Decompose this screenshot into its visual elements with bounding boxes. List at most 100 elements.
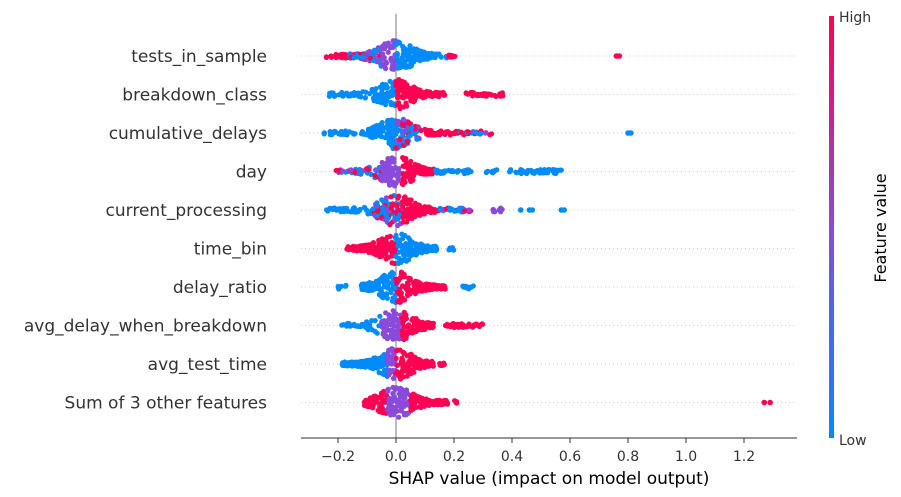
shap-dot — [551, 167, 558, 173]
shap-dot — [362, 95, 368, 101]
shap-dot — [383, 195, 389, 201]
shap-dot — [377, 313, 383, 319]
shap-dot — [404, 139, 410, 145]
shap-dot — [348, 167, 354, 173]
shap-dot — [404, 287, 410, 293]
shap-dot — [423, 358, 429, 364]
shap-dot — [381, 242, 387, 248]
shap-dot — [427, 400, 433, 406]
shap-dot — [346, 93, 352, 99]
shap-dot — [412, 290, 418, 296]
shap-dot — [358, 55, 364, 61]
shap-dot — [342, 362, 348, 369]
shap-dot — [408, 178, 414, 184]
colorbar — [829, 16, 834, 438]
shap-dot — [406, 200, 412, 206]
shap-dot — [441, 401, 448, 407]
shap-dot — [384, 85, 390, 91]
shap-dot — [435, 90, 441, 96]
shap-dot — [370, 363, 376, 369]
shap-dot — [383, 251, 389, 257]
shap-dot — [371, 250, 377, 256]
shap-dot — [404, 373, 410, 379]
shap-dot — [383, 256, 389, 262]
shap-dot — [407, 277, 413, 283]
shap-dot — [460, 283, 466, 289]
shap-dot — [410, 354, 416, 360]
shap-dot — [388, 361, 395, 367]
shap-dot — [451, 324, 457, 331]
shap-dot — [441, 362, 447, 368]
shap-dot — [321, 130, 327, 136]
shap-dot — [388, 171, 394, 177]
shap-dot — [392, 124, 398, 131]
shap-dot — [387, 222, 393, 228]
shap-dot — [382, 135, 388, 141]
shap-dot — [336, 286, 342, 292]
shap-dot — [400, 171, 406, 177]
shap-dot — [394, 348, 400, 354]
shap-dot — [384, 276, 390, 282]
feature-label: Sum of 3 other features — [65, 394, 268, 414]
shap-dot — [377, 133, 384, 139]
shap-dot — [394, 171, 400, 177]
shap-dot — [369, 318, 375, 324]
shap-dot — [323, 54, 329, 61]
shap-dot — [389, 201, 396, 207]
shap-dot — [388, 354, 394, 360]
x-tick-label: 0.0 — [385, 449, 407, 465]
shap-dot — [557, 167, 564, 173]
shap-dot — [367, 48, 373, 55]
shap-dot — [374, 200, 380, 206]
shap-dot — [389, 253, 395, 259]
shap-dot — [328, 54, 334, 60]
shap-dot — [405, 174, 411, 180]
shap-dot — [400, 374, 406, 380]
shap-dot — [406, 86, 412, 92]
shap-dot — [351, 321, 357, 327]
shap-outlier-dot — [761, 399, 768, 406]
feature-label: time_bin — [194, 240, 267, 260]
shap-dot — [528, 167, 534, 173]
shap-dot — [487, 132, 493, 138]
shap-dot — [414, 136, 420, 142]
shap-dot — [395, 84, 401, 91]
shap-dot — [447, 207, 453, 213]
shap-outlier-dot — [517, 207, 524, 213]
shap-dot — [357, 90, 363, 97]
shap-dot — [524, 169, 530, 175]
shap-dot — [374, 213, 380, 219]
shap-dot — [374, 95, 380, 101]
feature-label: current_processing — [106, 201, 267, 221]
shap-dot — [386, 140, 392, 146]
shap-dot — [387, 177, 393, 183]
shap-dot — [380, 274, 386, 280]
shap-dot — [541, 170, 547, 176]
shap-dot — [401, 117, 407, 123]
shap-dot — [423, 324, 429, 330]
shap-dot — [408, 125, 415, 131]
shap-dot — [395, 60, 401, 66]
shap-dot — [380, 128, 386, 134]
shap-dot — [401, 315, 407, 321]
shap-dot — [461, 208, 467, 214]
shap-dot — [366, 242, 372, 248]
x-tick-label: 0.2 — [443, 449, 465, 465]
shap-dot — [387, 233, 393, 239]
shap-dot — [343, 282, 349, 288]
shap-dot — [379, 318, 385, 324]
shap-dot — [389, 346, 395, 352]
shap-dot — [373, 167, 379, 173]
x-ticks: −0.2 0.0 0.2 0.4 0.6 0.8 1.0 1.2 — [321, 438, 755, 465]
shap-dot — [367, 55, 373, 61]
shap-dot — [377, 403, 383, 409]
shap-dot — [417, 166, 423, 172]
shap-dot — [369, 132, 375, 138]
shap-dot — [395, 278, 402, 284]
x-tick-label: 0.6 — [559, 449, 581, 465]
shap-dot — [371, 284, 377, 291]
shap-dot — [395, 207, 402, 213]
shap-dot — [395, 236, 401, 243]
shap-dot — [377, 237, 383, 243]
